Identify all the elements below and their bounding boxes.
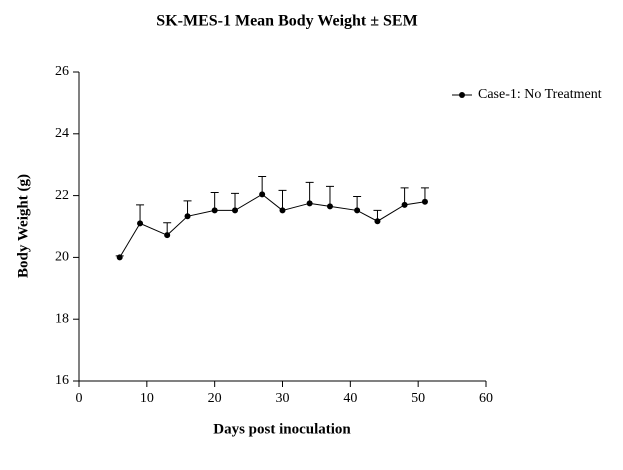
y-tick-label: 26 bbox=[55, 64, 69, 79]
data-point bbox=[326, 203, 333, 210]
data-point bbox=[164, 232, 171, 239]
y-tick-label: 16 bbox=[55, 373, 69, 388]
error-bar bbox=[325, 185, 334, 207]
data-point bbox=[137, 220, 144, 227]
error-bar bbox=[136, 204, 145, 224]
data-point bbox=[259, 191, 266, 198]
y-tick-label: 24 bbox=[55, 126, 69, 141]
data-point bbox=[211, 207, 218, 214]
error-bar bbox=[305, 181, 314, 204]
legend-label: Case-1: No Treatment bbox=[478, 87, 602, 102]
y-tick-label: 22 bbox=[55, 188, 69, 203]
data-line bbox=[119, 193, 426, 258]
data-point bbox=[279, 207, 286, 214]
x-tick-label: 50 bbox=[411, 391, 425, 406]
data-point bbox=[401, 201, 408, 208]
x-tick-label: 20 bbox=[208, 391, 222, 406]
x-tick-label: 60 bbox=[479, 391, 493, 406]
data-point bbox=[184, 213, 191, 220]
chart-title: SK-MES-1 Mean Body Weight ± SEM bbox=[156, 13, 417, 30]
y-tick-label: 20 bbox=[55, 250, 69, 265]
x-tick-label: 10 bbox=[140, 391, 154, 406]
x-tick-label: 0 bbox=[76, 391, 83, 406]
data-point bbox=[374, 218, 381, 225]
y-tick-label: 18 bbox=[55, 311, 69, 326]
data-point bbox=[306, 200, 313, 207]
data-point bbox=[354, 207, 361, 214]
y-axis-label: Body Weight (g) bbox=[15, 174, 31, 278]
x-tick-label: 40 bbox=[343, 391, 357, 406]
data-point bbox=[232, 207, 239, 214]
legend-marker bbox=[459, 92, 465, 98]
x-tick-label: 30 bbox=[276, 391, 290, 406]
error-bar bbox=[278, 189, 287, 211]
data-point bbox=[421, 198, 428, 205]
x-axis-label: Days post inoculation bbox=[213, 421, 351, 437]
data-point bbox=[116, 254, 123, 261]
